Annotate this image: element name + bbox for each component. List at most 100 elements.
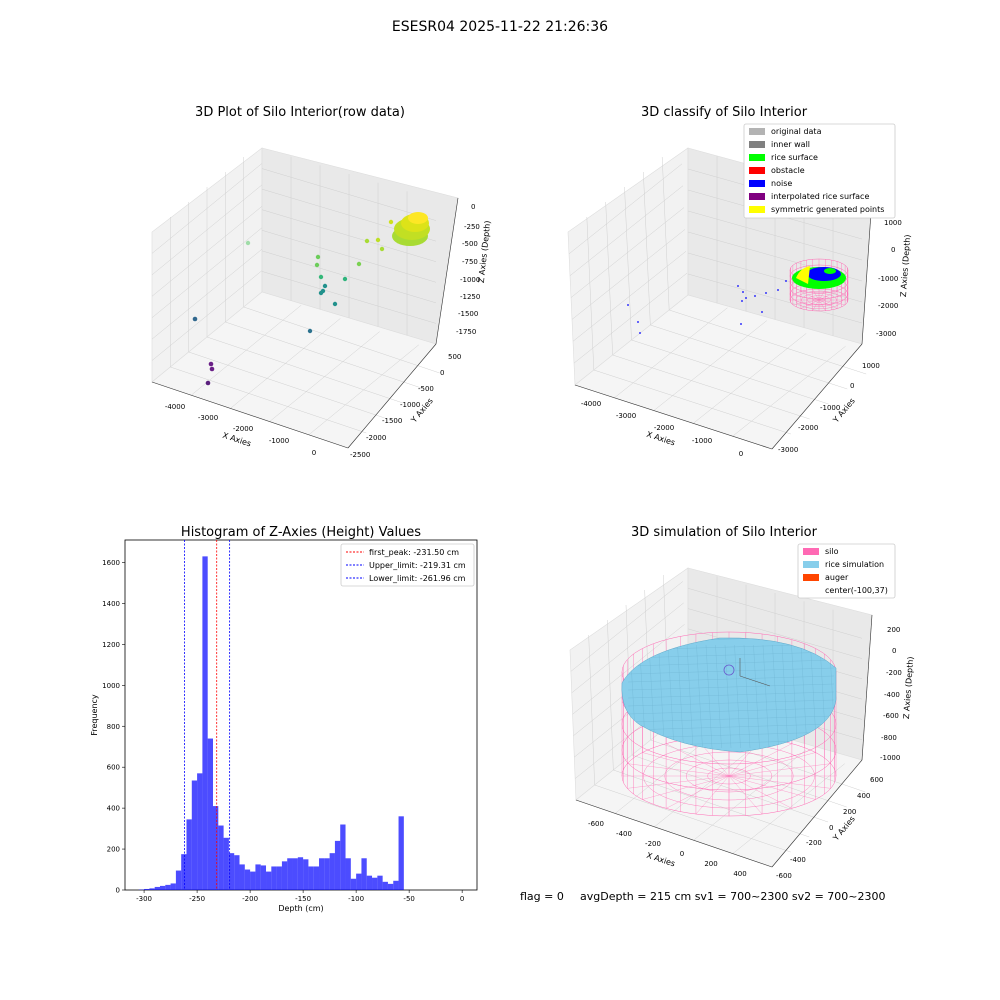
histogram-bar [361,858,367,890]
simulation-rice-surface [621,637,837,753]
raw-point [315,254,321,260]
histogram-bar [377,875,383,890]
grid-line [243,306,440,374]
classify-ytick: 0 [850,382,854,390]
legend-swatch [803,548,819,555]
simulation-y-axis-line [771,759,863,868]
histogram-bar [329,853,335,890]
legend-label: Lower_limit: -261.96 cm [369,574,466,583]
noise-region [807,267,841,281]
noise-point [740,323,742,325]
histogram-bar [297,857,304,890]
x-tick-label: 0 [460,895,464,903]
classify-ztick: 1000 [884,219,902,227]
legend-label: silo [825,547,839,556]
noise-point [754,295,756,297]
noise-point [761,311,763,313]
y-tick-label: 0 [116,887,120,895]
grid-line [643,171,651,326]
raw-ytick: 500 [448,353,461,361]
raw-ztick: -1250 [460,293,480,301]
simulation-ytick: 400 [857,792,870,800]
histogram-bar [319,858,325,890]
mesh-line [686,644,694,749]
histogram-reference-lines [184,540,231,890]
silo-floor-spoke [728,752,816,777]
histogram-y-label: Frequency [90,694,99,736]
grid-line [631,339,829,405]
grid-line [188,351,385,419]
legend-label: noise [771,179,792,188]
simulation-legend: silo rice simulation auger center(-100,3… [797,543,896,599]
silo-floor-spoke [728,775,816,800]
silo-floor-spoke [818,291,838,301]
legend-label: Upper_limit: -219.31 cm [369,561,466,570]
raw-ytick: -2000 [366,434,386,442]
grid-line [570,207,685,298]
histogram-bar [159,885,166,890]
grid-line [661,156,670,311]
raw-gridlines [151,156,440,435]
raw-ztick: -750 [462,258,478,266]
histogram-bar [165,884,171,890]
noise-point [741,300,743,302]
histogram-x-ticks: -300 -250 -200 -150 -100 -50 0 [136,890,464,903]
histogram-y-ticks: 0 200 400 600 800 1000 1200 1400 1600 [102,559,125,895]
silo-floor-spoke [728,775,792,809]
x-tick-label: -300 [136,895,152,903]
raw-points [192,212,430,386]
simulation-ytick: 200 [843,808,856,816]
silo-floor-spoke [818,289,826,301]
histogram-bar [197,773,203,890]
legend-swatch [749,128,765,135]
simulation-xtick: 400 [733,870,746,878]
raw-xtick: 0 [312,449,316,457]
mesh-line [734,644,741,749]
histogram-bar [250,871,256,890]
silo-floor-spoke [642,752,730,777]
raw-point [332,301,338,307]
x-tick-label: -50 [403,895,414,903]
histogram-legend-box [340,543,475,587]
histogram-bar [398,816,404,890]
raw-y-ticks: 500 0 -500 -1000 -1500 -2000 -2500 [350,353,461,459]
raw-z-axis-line [435,197,459,345]
histogram-bar [276,866,282,890]
grid-line [151,248,263,340]
raw-point [307,328,313,334]
classify-xtick: -1000 [692,437,712,445]
raw-ytick: -1500 [382,417,402,425]
y-tick-label: 600 [107,764,120,772]
raw-3d-panel: 3D Plot of Silo Interior(row data) -4000… [151,105,492,459]
histogram-bar [228,853,235,890]
simulation-z-label: Z Axies (Depth) [902,656,915,719]
legend-label: rice simulation [825,560,884,569]
histogram-bar [340,824,346,890]
raw-point [375,237,381,243]
legend-label: symmetric generated points [771,205,884,214]
simulation-ytick: -400 [790,856,806,864]
histogram-bar [324,858,330,890]
histogram-bar [218,825,224,890]
classify-ztick: 0 [891,246,895,254]
histogram-bar [260,865,267,890]
simulation-x-axis-line [575,799,773,868]
mesh-line [627,667,835,675]
mesh-line [677,644,684,749]
legend-label: interpolated rice surface [771,192,869,201]
raw-xtick: -2000 [233,425,253,433]
histogram-legend: first_peak: -231.50 cm Upper_limit: -219… [340,543,475,587]
mesh-line [648,644,656,749]
grid-line [669,309,867,375]
noise-point [742,291,744,293]
classify-ztick: -3000 [876,330,896,338]
raw-panel-title: 3D Plot of Silo Interior(row data) [195,105,405,120]
mesh-line [724,644,732,749]
silo-floor-spoke [666,743,730,777]
classify-z-axis-line [861,197,873,345]
classify-z-label: Z Axies (Depth) [899,234,912,297]
histogram-bar [287,858,293,890]
simulation-x-ticks: -600 -400 -200 0 200 400 [588,820,747,878]
classify-ytick: -1000 [820,404,840,412]
noise-point [745,297,747,299]
